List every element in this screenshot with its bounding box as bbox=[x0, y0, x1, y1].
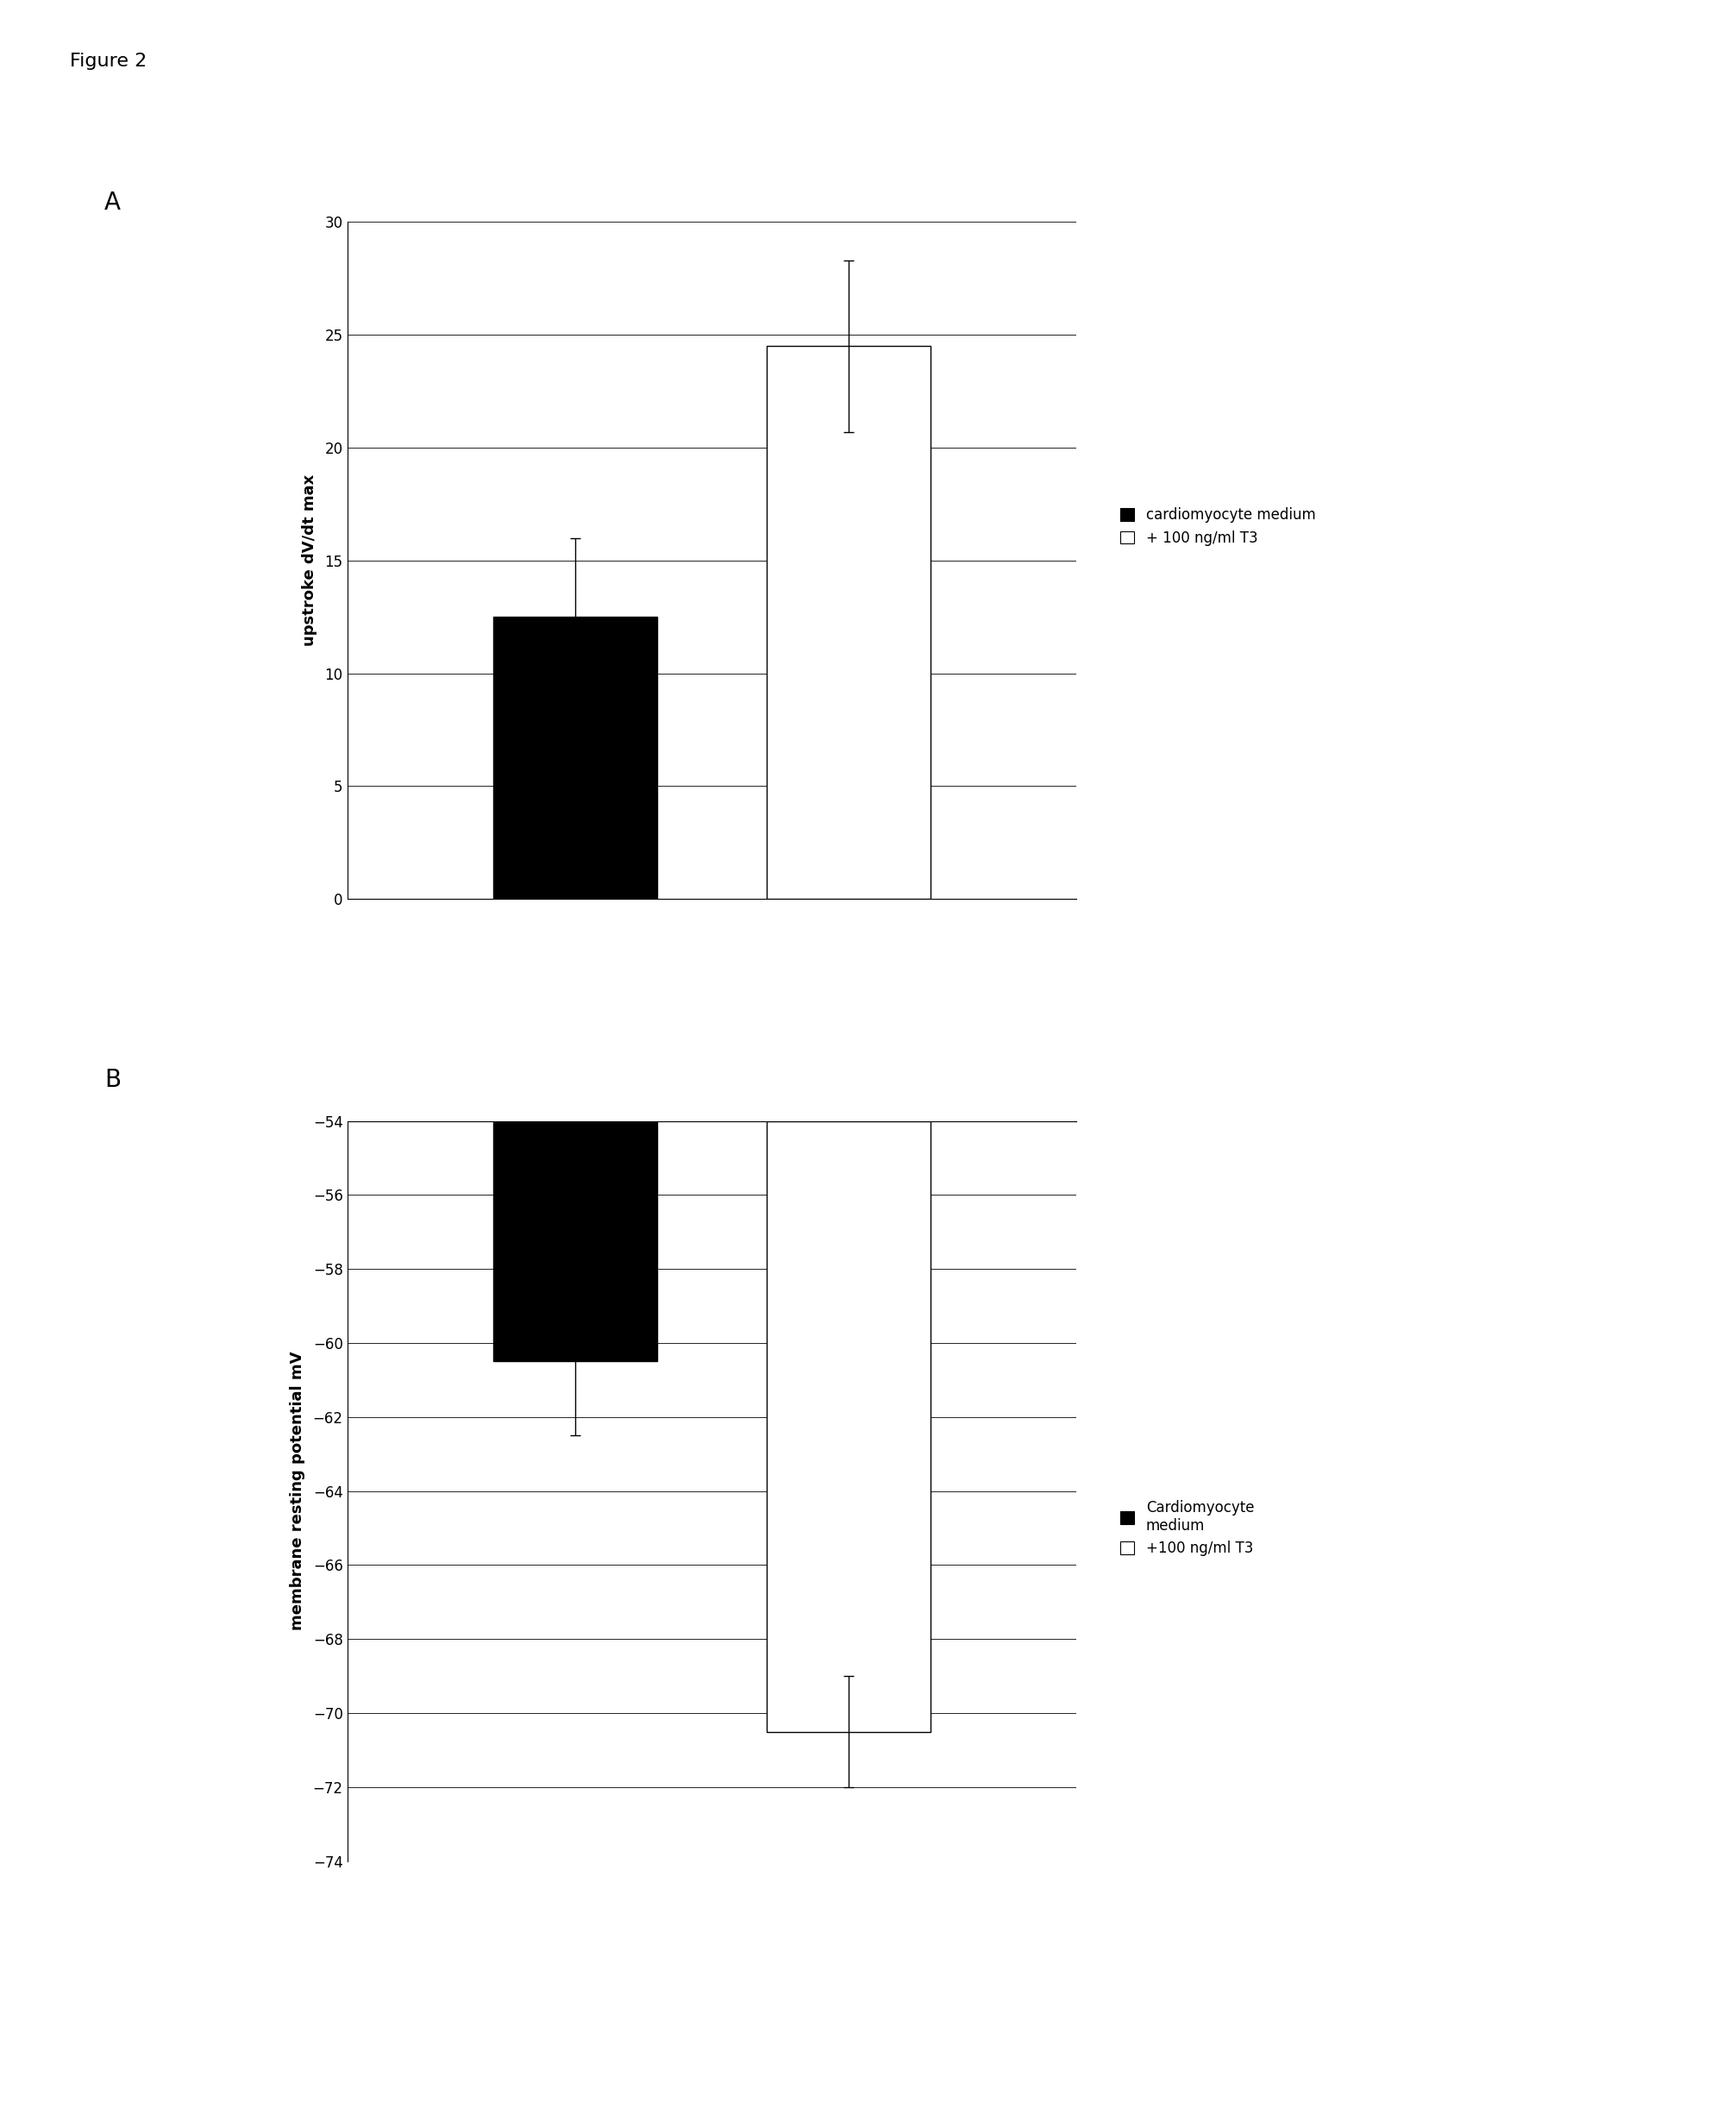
Y-axis label: membrane resting potential mV: membrane resting potential mV bbox=[290, 1351, 306, 1631]
Y-axis label: upstroke dV/dt max: upstroke dV/dt max bbox=[302, 474, 318, 647]
Text: Figure 2: Figure 2 bbox=[69, 53, 146, 70]
Legend: cardiomyocyte medium, + 100 ng/ml T3: cardiomyocyte medium, + 100 ng/ml T3 bbox=[1120, 508, 1316, 546]
Legend: Cardiomyocyte
medium, +100 ng/ml T3: Cardiomyocyte medium, +100 ng/ml T3 bbox=[1120, 1500, 1253, 1557]
Bar bbox=[767, 347, 930, 899]
Text: B: B bbox=[104, 1068, 122, 1091]
Text: A: A bbox=[104, 190, 120, 214]
Bar bbox=[767, 1121, 930, 1732]
Bar bbox=[493, 1121, 656, 1362]
Bar bbox=[493, 618, 656, 899]
